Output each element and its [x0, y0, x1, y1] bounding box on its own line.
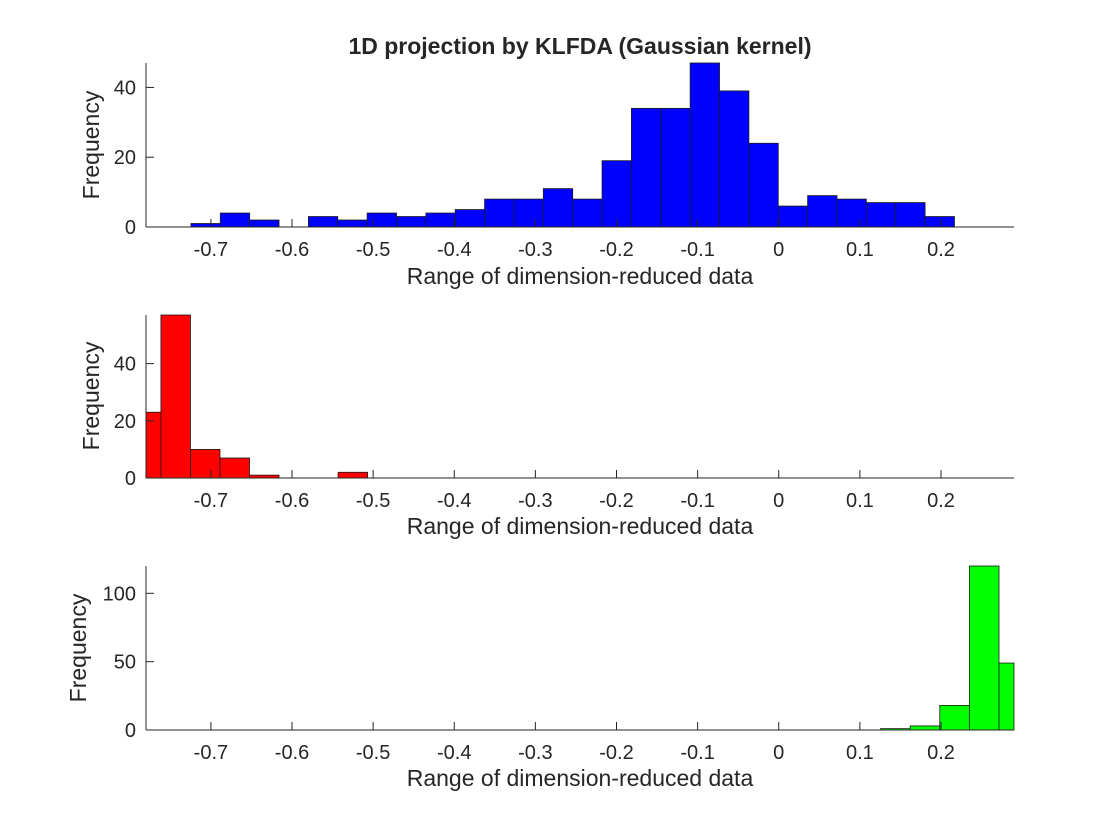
- histogram-bar: [689, 62, 720, 228]
- histogram-bar: [337, 471, 369, 479]
- x-axis-label: Range of dimension-reduced data: [407, 263, 754, 289]
- axes: [145, 315, 1014, 479]
- x-tick-label: -0.3: [518, 490, 552, 512]
- histogram-bar: [968, 565, 1000, 731]
- histogram-bar: [219, 457, 250, 479]
- histogram-bar: [719, 90, 750, 228]
- y-tick-label: 40: [114, 354, 136, 376]
- figure-title: 1D projection by KLFDA (Gaussian kernel): [348, 33, 811, 59]
- x-tick-label: 0.1: [846, 239, 874, 261]
- x-tick-label: -0.4: [437, 239, 471, 261]
- x-tick-label: -0.7: [194, 239, 228, 261]
- x-tick-label: -0.3: [518, 742, 552, 764]
- histogram-bar: [777, 205, 809, 228]
- histogram-bar: [748, 142, 779, 228]
- histogram-bar: [572, 198, 603, 228]
- x-tick-label: -0.5: [356, 490, 390, 512]
- x-tick-labels: -0.7 -0.6 -0.5 -0.4 -0.3 -0.2 -0.1 0 0.1 0.2: [194, 490, 955, 512]
- histogram-bar: [484, 198, 515, 228]
- histogram-bar: [160, 314, 191, 479]
- y-tick-label: 20: [114, 411, 136, 433]
- histogram-bar: [396, 216, 427, 228]
- x-tick-label: -0.4: [437, 490, 471, 512]
- histogram-bar: [895, 202, 926, 228]
- histogram-bar: [836, 198, 867, 228]
- histogram-panel-green: 0 50 100 -0.7 -0.6 -0.5 -0.4 -0.3 -0.2 -0.1 0 0.1 0…: [65, 565, 1015, 791]
- histogram-bar: [513, 198, 544, 228]
- y-tick-label: 50: [114, 652, 136, 674]
- x-tick-label: -0.2: [599, 742, 633, 764]
- histogram-bar: [909, 725, 941, 731]
- x-tick-label: -0.7: [194, 742, 228, 764]
- x-axis-label: Range of dimension-reduced data: [407, 513, 754, 539]
- y-tick-label: 0: [125, 468, 136, 490]
- x-tick-label: -0.6: [275, 490, 309, 512]
- x-tick-label: 0: [773, 490, 784, 512]
- histogram-bar: [454, 209, 486, 228]
- histogram-bar: [425, 212, 456, 228]
- x-tick-label: -0.5: [356, 742, 390, 764]
- histogram-bar: [601, 160, 632, 228]
- axes: [145, 566, 1014, 731]
- x-tick-labels: -0.7 -0.6 -0.5 -0.4 -0.3 -0.2 -0.1 0 0.1 0.2: [194, 239, 955, 261]
- x-tick-label: -0.2: [599, 239, 633, 261]
- y-tick-label: 0: [125, 720, 136, 742]
- y-tick-label: 20: [114, 147, 136, 169]
- x-tick-label: -0.4: [437, 742, 471, 764]
- y-tick-labels: 0 20 40: [114, 77, 136, 239]
- bars: [145, 314, 369, 479]
- x-tick-label: -0.5: [356, 239, 390, 261]
- y-tick-labels: 0 20 40: [114, 354, 136, 490]
- x-tick-label: 0.1: [846, 490, 874, 512]
- histogram-bar: [939, 705, 970, 731]
- x-tick-label: -0.2: [599, 490, 633, 512]
- x-tick-label: -0.1: [680, 490, 714, 512]
- x-tick-label: -0.7: [194, 490, 228, 512]
- x-tick-label: 0: [773, 239, 784, 261]
- y-axis-label: Frequency: [65, 593, 91, 702]
- histogram-bar: [249, 219, 280, 228]
- x-axis-label: Range of dimension-reduced data: [407, 765, 754, 791]
- histogram-bar: [219, 212, 251, 228]
- bars: [190, 62, 955, 228]
- histogram-bar: [145, 411, 162, 479]
- x-tick-label: 0.2: [927, 742, 955, 764]
- histogram-bar: [542, 188, 574, 228]
- y-axis-label: Frequency: [78, 341, 104, 450]
- bars: [880, 565, 1015, 731]
- y-tick-label: 0: [125, 217, 136, 239]
- y-tick-label: 100: [103, 583, 136, 605]
- histogram-bar: [660, 107, 691, 228]
- histogram-bar: [308, 216, 339, 228]
- histogram-bar: [924, 216, 955, 228]
- x-tick-label: 0.2: [927, 490, 955, 512]
- x-tick-label: -0.6: [275, 742, 309, 764]
- histogram-bar: [631, 107, 662, 228]
- histogram-panel-blue: 0 20 40 -0.7 -0.6 -0.5 -0.4 -0.3 -0.2 -0.1 0 0.1 0.…: [78, 62, 1014, 289]
- histogram-panel-red: 0 20 40 -0.7 -0.6 -0.5 -0.4 -0.3 -0.2 -0.1 0 0.1 0.…: [78, 314, 1014, 539]
- histogram-bar: [190, 449, 221, 479]
- x-tick-labels: -0.7 -0.6 -0.5 -0.4 -0.3 -0.2 -0.1 0 0.1 0.2: [194, 742, 955, 764]
- x-tick-label: -0.1: [680, 742, 714, 764]
- y-tick-label: 40: [114, 77, 136, 99]
- axes: [145, 63, 1014, 228]
- x-tick-label: -0.6: [275, 239, 309, 261]
- x-tick-label: -0.3: [518, 239, 552, 261]
- y-axis-label: Frequency: [78, 90, 104, 199]
- histogram-bar: [190, 223, 221, 228]
- x-tick-label: 0: [773, 742, 784, 764]
- histogram-bar: [998, 662, 1015, 731]
- histogram-bar: [807, 195, 838, 228]
- histogram-bar: [337, 219, 368, 228]
- histogram-bar: [865, 202, 897, 228]
- y-tick-labels: 0 50 100: [103, 583, 136, 742]
- x-tick-label: -0.1: [680, 239, 714, 261]
- histogram-bar: [366, 212, 397, 228]
- x-tick-label: 0.2: [927, 239, 955, 261]
- x-tick-label: 0.1: [846, 742, 874, 764]
